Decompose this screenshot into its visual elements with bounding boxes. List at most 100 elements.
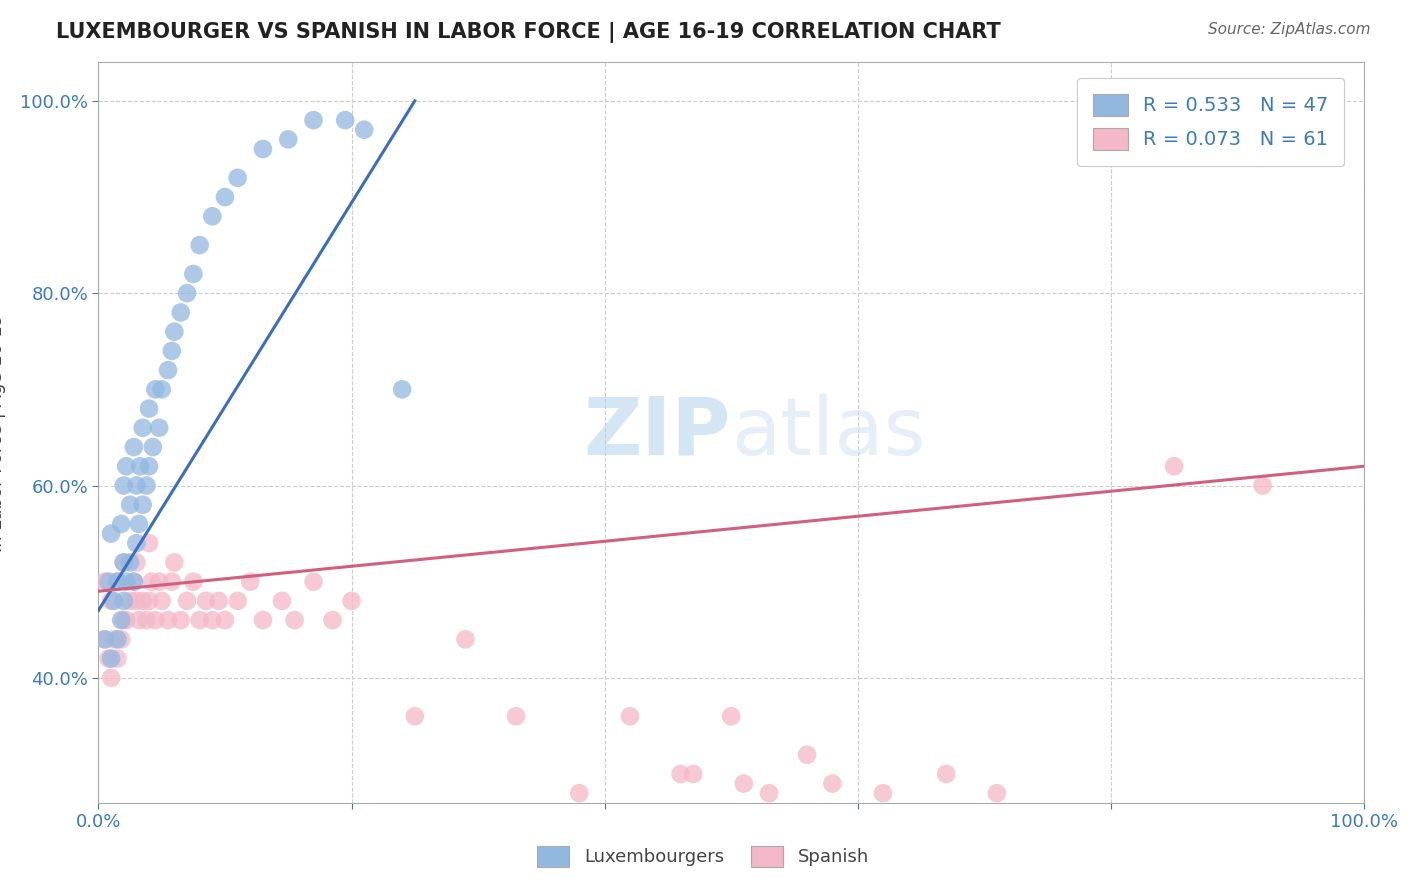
Point [454,632,477,647]
Point [277,132,299,146]
Point [138,459,160,474]
Point [93,632,117,647]
Point [720,709,742,723]
Point [100,594,122,608]
Point [112,594,135,608]
Point [112,613,135,627]
Point [321,613,344,627]
Point [125,478,148,492]
Point [132,498,155,512]
Point [110,632,132,647]
Point [142,440,165,454]
Point [252,142,274,156]
Point [214,190,236,204]
Point [619,709,641,723]
Point [122,440,145,454]
Point [120,556,141,570]
Point [122,574,145,589]
Point [183,267,205,281]
Text: Source: ZipAtlas.com: Source: ZipAtlas.com [1208,22,1371,37]
Point [169,613,191,627]
Point [302,113,325,128]
Point [107,632,129,647]
Point [176,286,198,301]
Point [100,651,122,665]
Point [194,594,218,608]
Point [335,113,357,128]
Point [120,498,141,512]
Point [226,170,249,185]
Point [141,574,163,589]
Point [135,613,157,627]
Point [107,574,129,589]
Point [391,382,413,396]
Point [183,574,205,589]
Point [176,594,198,608]
Point [138,401,160,416]
Point [226,594,249,608]
Point [103,594,125,608]
Point [125,556,148,570]
Point [1163,459,1185,474]
Point [145,382,166,396]
Point [112,556,135,570]
Point [138,536,160,550]
Point [145,613,166,627]
Point [112,478,135,492]
Point [150,382,173,396]
Point [568,786,591,800]
Point [160,343,183,358]
Point [682,767,704,781]
Point [115,613,138,627]
Point [148,421,170,435]
Point [163,556,186,570]
Point [188,613,211,627]
Point [103,632,125,647]
Point [160,574,183,589]
Point [100,526,122,541]
Point [935,767,957,781]
Point [125,594,148,608]
Point [669,767,692,781]
Point [353,122,375,136]
Point [122,574,145,589]
Point [157,613,180,627]
Point [163,325,186,339]
Point [107,574,129,589]
Point [115,574,138,589]
Point [733,776,755,790]
Text: LUXEMBOURGER VS SPANISH IN LABOR FORCE | AGE 16-19 CORRELATION CHART: LUXEMBOURGER VS SPANISH IN LABOR FORCE |… [56,22,1001,44]
Point [188,238,211,252]
Point [208,594,231,608]
Point [129,459,152,474]
Point [404,709,426,723]
Point [201,613,224,627]
Point [110,613,132,627]
Legend: R = 0.533   N = 47, R = 0.073   N = 61: R = 0.533 N = 47, R = 0.073 N = 61 [1077,78,1344,166]
Point [120,594,141,608]
Point [270,594,294,608]
Y-axis label: In Labor Force | Age 16-19: In Labor Force | Age 16-19 [0,313,6,552]
Point [132,594,155,608]
Point [201,209,224,223]
Point [93,574,117,589]
Point [115,459,138,474]
Point [97,651,120,665]
Point [758,786,780,800]
Text: ZIP: ZIP [583,393,731,472]
Point [214,613,236,627]
Point [284,613,307,627]
Point [128,516,150,531]
Point [125,536,148,550]
Point [796,747,818,762]
Legend: Luxembourgers, Spanish: Luxembourgers, Spanish [530,838,876,874]
Point [138,594,160,608]
Text: atlas: atlas [731,393,925,472]
Point [93,632,117,647]
Point [110,516,132,531]
Point [112,556,135,570]
Point [821,776,844,790]
Point [128,613,150,627]
Point [97,574,120,589]
Point [239,574,262,589]
